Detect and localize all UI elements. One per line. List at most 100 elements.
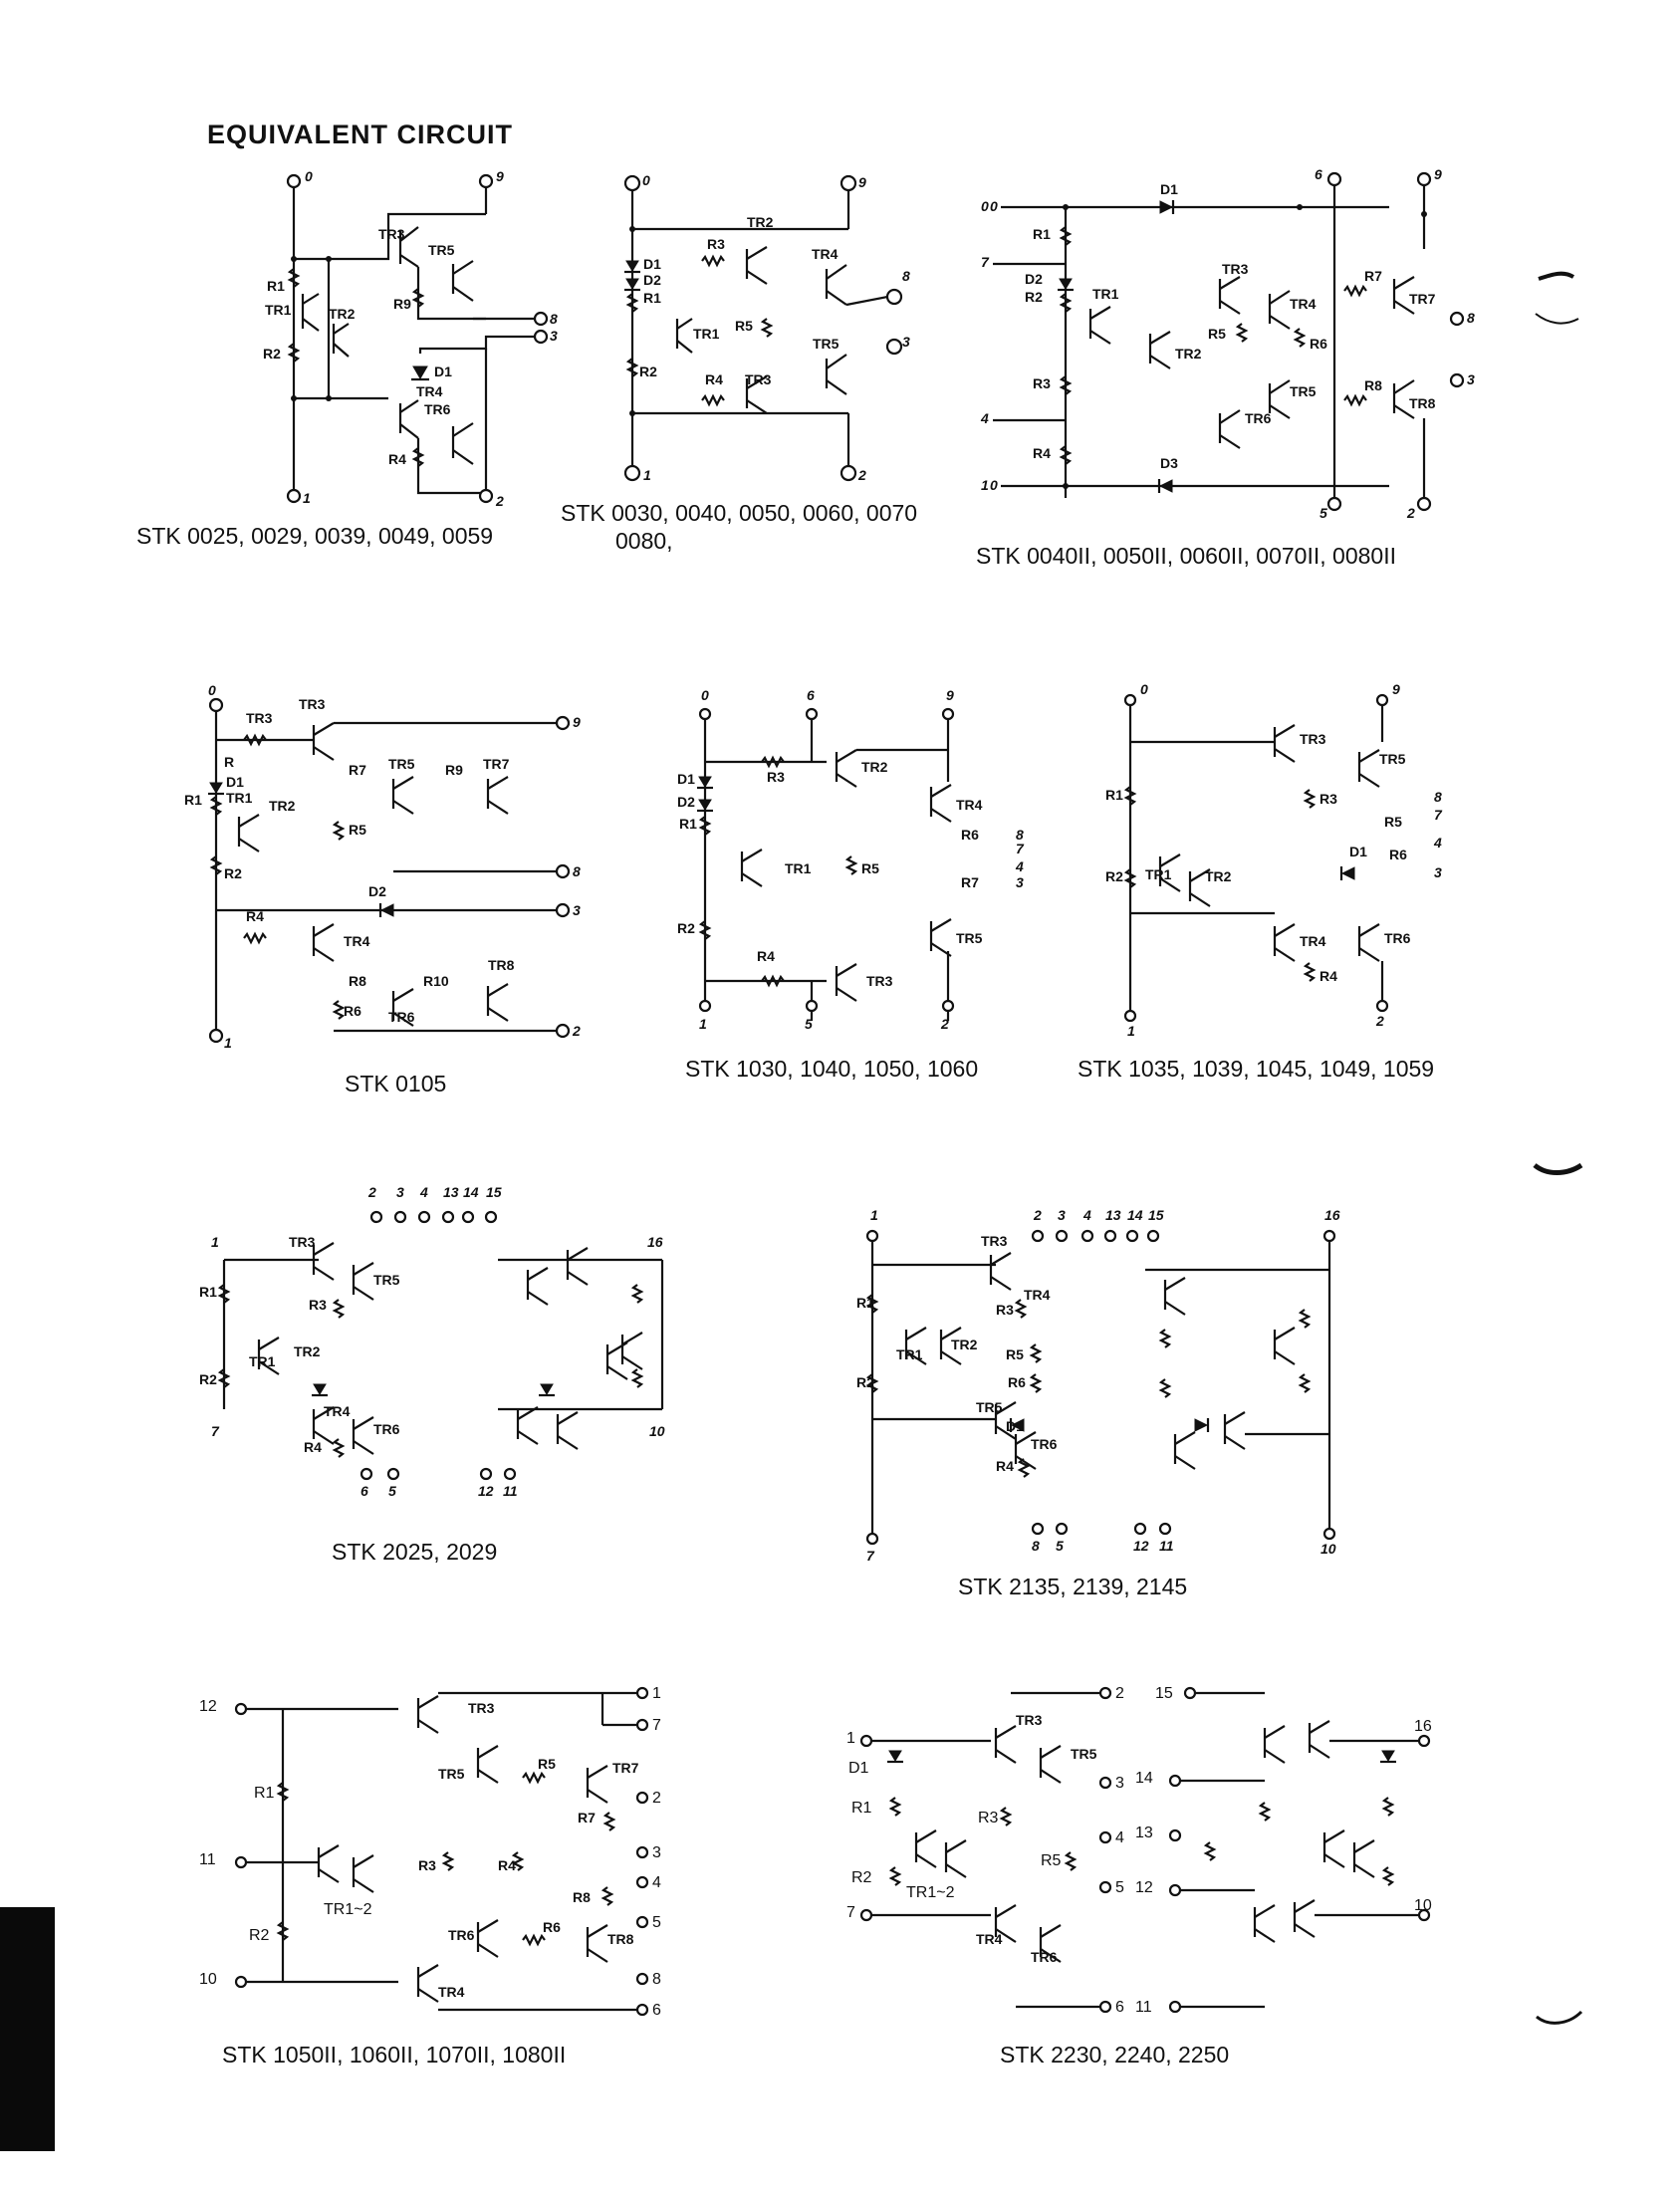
svg-text:TR2: TR2 xyxy=(747,214,774,230)
svg-text:R10: R10 xyxy=(423,973,449,989)
svg-text:D2: D2 xyxy=(643,272,661,288)
svg-text:11: 11 xyxy=(503,1483,518,1499)
svg-text:R1: R1 xyxy=(851,1800,872,1817)
svg-text:14: 14 xyxy=(1127,1207,1143,1223)
svg-text:11: 11 xyxy=(1135,1999,1152,2016)
svg-text:2: 2 xyxy=(940,1016,949,1032)
svg-text:13: 13 xyxy=(443,1184,459,1200)
svg-text:TR5: TR5 xyxy=(388,756,415,772)
svg-text:R6: R6 xyxy=(1310,336,1327,352)
svg-text:10: 10 xyxy=(649,1423,665,1439)
edge-mark-middle xyxy=(1533,1162,1583,1175)
svg-text:TR2: TR2 xyxy=(269,798,296,814)
svg-text:TR6: TR6 xyxy=(448,1927,475,1943)
svg-text:R7: R7 xyxy=(578,1810,596,1826)
svg-text:R2: R2 xyxy=(851,1869,872,1886)
svg-text:4: 4 xyxy=(1433,835,1442,851)
svg-text:TR3: TR3 xyxy=(1300,731,1326,747)
svg-text:D1: D1 xyxy=(643,256,661,272)
svg-text:D2: D2 xyxy=(677,794,695,810)
svg-text:9: 9 xyxy=(573,714,581,730)
svg-text:R5: R5 xyxy=(538,1756,556,1772)
svg-text:D1: D1 xyxy=(677,771,695,787)
svg-text:TR3: TR3 xyxy=(468,1700,495,1716)
svg-text:9: 9 xyxy=(496,168,504,184)
svg-text:TR5: TR5 xyxy=(956,930,983,946)
svg-text:3: 3 xyxy=(1058,1207,1066,1223)
svg-text:R7: R7 xyxy=(961,874,979,890)
svg-text:R5: R5 xyxy=(1384,814,1402,830)
svg-text:TR4: TR4 xyxy=(324,1403,351,1419)
svg-text:TR2: TR2 xyxy=(1205,868,1232,884)
svg-text:D3: D3 xyxy=(1160,455,1178,471)
svg-text:R1: R1 xyxy=(643,290,661,306)
svg-text:10: 10 xyxy=(1414,1897,1432,1914)
svg-text:R8: R8 xyxy=(1364,377,1382,393)
svg-text:13: 13 xyxy=(1105,1207,1121,1223)
svg-text:1: 1 xyxy=(846,1730,855,1747)
svg-text:7: 7 xyxy=(981,254,990,270)
svg-text:TR5: TR5 xyxy=(1071,1746,1097,1762)
svg-text:R4: R4 xyxy=(388,451,406,467)
svg-text:16: 16 xyxy=(647,1234,663,1250)
svg-text:5: 5 xyxy=(805,1016,813,1032)
svg-text:TR6: TR6 xyxy=(373,1421,400,1437)
svg-text:3: 3 xyxy=(396,1184,404,1200)
svg-text:0: 0 xyxy=(1140,681,1148,697)
svg-text:R3: R3 xyxy=(996,1302,1014,1318)
svg-text:10: 10 xyxy=(1320,1541,1336,1557)
svg-text:TR3: TR3 xyxy=(246,710,273,726)
svg-text:TR6: TR6 xyxy=(1245,410,1272,426)
svg-text:TR2: TR2 xyxy=(861,759,888,775)
svg-text:TR1: TR1 xyxy=(249,1353,276,1369)
page-title: EQUIVALENT CIRCUIT xyxy=(207,120,513,149)
svg-text:0: 0 xyxy=(990,477,998,493)
svg-text:TR1~2: TR1~2 xyxy=(906,1884,955,1901)
circuit-stk1030: 0 6 9 R3 TR2 D1 D2 R1 TR4 R6 8 7 TR1 R5 4… xyxy=(677,687,1025,1032)
svg-text:TR3: TR3 xyxy=(866,973,893,989)
svg-text:7: 7 xyxy=(1434,807,1443,823)
svg-text:1: 1 xyxy=(224,1035,232,1051)
svg-text:R8: R8 xyxy=(573,1889,591,1905)
svg-text:14: 14 xyxy=(1135,1770,1153,1787)
svg-text:7: 7 xyxy=(211,1423,220,1439)
svg-text:3: 3 xyxy=(652,1844,661,1861)
svg-text:TR3: TR3 xyxy=(745,371,772,387)
svg-text:R1: R1 xyxy=(679,816,697,832)
svg-text:7: 7 xyxy=(846,1904,855,1921)
svg-text:8: 8 xyxy=(550,311,558,327)
svg-text:3: 3 xyxy=(1016,874,1024,890)
caption-stk0040ii: STK 0040II, 0050II, 0060II, 0070II, 0080… xyxy=(976,543,1396,569)
svg-text:0: 0 xyxy=(208,682,216,698)
svg-text:R9: R9 xyxy=(445,762,463,778)
svg-text:R2: R2 xyxy=(677,920,695,936)
svg-text:R2: R2 xyxy=(1025,289,1043,305)
svg-text:2: 2 xyxy=(495,493,504,509)
svg-text:8: 8 xyxy=(1467,310,1475,326)
svg-text:TR1~2: TR1~2 xyxy=(324,1901,372,1918)
circuit-stk0025: 0 9 R1 TR1 TR2 R2 TR3 TR5 R9 8 D1 3 TR4 … xyxy=(263,168,558,509)
svg-text:4: 4 xyxy=(1015,858,1024,874)
svg-text:TR4: TR4 xyxy=(416,383,443,399)
svg-text:3: 3 xyxy=(902,334,910,350)
svg-text:R6: R6 xyxy=(344,1003,361,1019)
caption-stk1035: STK 1035, 1039, 1045, 1049, 1059 xyxy=(1078,1056,1435,1082)
svg-text:R3: R3 xyxy=(309,1297,327,1313)
caption-stk2230: STK 2230, 2240, 2250 xyxy=(1000,2042,1230,2068)
svg-text:1: 1 xyxy=(211,1234,219,1250)
svg-text:6: 6 xyxy=(1115,1999,1124,2016)
svg-text:R7: R7 xyxy=(349,762,366,778)
svg-text:6: 6 xyxy=(360,1483,368,1499)
svg-text:4: 4 xyxy=(1115,1829,1124,1846)
svg-text:1: 1 xyxy=(1127,1023,1135,1039)
svg-text:12: 12 xyxy=(199,1698,217,1715)
svg-text:TR4: TR4 xyxy=(1300,933,1326,949)
svg-text:TR5: TR5 xyxy=(813,336,840,352)
svg-text:TR7: TR7 xyxy=(1409,291,1436,307)
svg-text:13: 13 xyxy=(1135,1825,1153,1841)
svg-text:0: 0 xyxy=(990,198,998,214)
svg-text:8: 8 xyxy=(1434,789,1442,805)
svg-text:D1: D1 xyxy=(434,364,452,379)
svg-text:TR4: TR4 xyxy=(812,246,839,262)
